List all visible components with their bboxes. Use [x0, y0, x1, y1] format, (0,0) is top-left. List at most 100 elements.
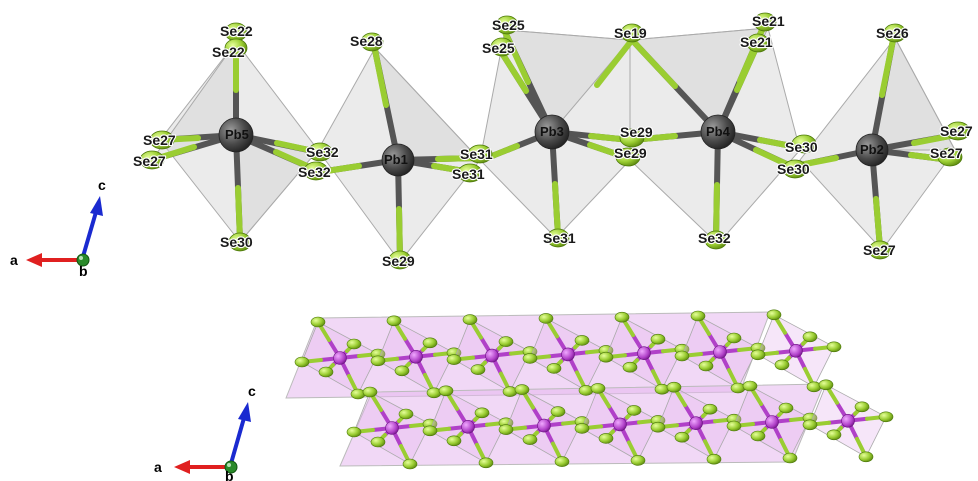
bottom-se-atom [698, 360, 714, 372]
se-atom-se29-a [619, 128, 645, 148]
bottom-se-atom [802, 331, 818, 343]
label-se32-bot: Se32 [698, 230, 731, 246]
bottom-se-atom [470, 364, 486, 375]
bottom-pb-atom [765, 415, 779, 429]
bottom-se-atom [446, 354, 462, 365]
label-pb3: Pb3 [540, 124, 564, 139]
se-atom-se30-b [782, 159, 808, 179]
se-atom-se19 [620, 23, 644, 43]
label-se22-a: Se22 [220, 23, 253, 39]
bottom-se-atom [674, 431, 690, 443]
top-bonds [149, 27, 958, 261]
bottom-se-atom [650, 333, 666, 345]
bottom-se-atom [386, 315, 402, 327]
pb-atom-pb2 [855, 133, 889, 167]
bottom-se-atom [402, 458, 418, 470]
se-atom-se27-r2 [937, 147, 963, 167]
bottom-se-atom [706, 453, 722, 465]
label-se31-a: Se31 [460, 146, 493, 162]
bottom-se-atom [750, 430, 766, 442]
axis-label-a-top: a [10, 252, 18, 268]
bottom-se-atom [446, 435, 462, 447]
se-atom-se26 [883, 23, 907, 43]
bottom-se-atom [654, 383, 670, 395]
bottom-se-atom [294, 356, 310, 368]
se-atom-se27-l1 [149, 130, 175, 150]
bottom-se-atom [362, 386, 378, 398]
pb-atom-pb3 [534, 114, 570, 150]
bottom-se-atom [630, 455, 646, 466]
label-se28: Se28 [350, 33, 383, 49]
se-atom-se27-l2 [139, 150, 165, 170]
bottom-se-atom [426, 387, 442, 399]
bottom-se-atom [574, 335, 590, 346]
label-se25-a: Se25 [492, 17, 525, 33]
bottom-se-atom [774, 359, 790, 371]
label-se29-a: Se29 [620, 124, 653, 140]
bottom-se-atom [502, 386, 518, 397]
bottom-pb-atom [561, 347, 575, 362]
label-se31-b: Se31 [452, 166, 485, 182]
bottom-se-atom [514, 384, 530, 395]
bottom-se-atom [806, 381, 822, 393]
bottom-se-atom [438, 385, 454, 397]
bottom-se-atom [614, 311, 630, 323]
se-atom-se29-bot [388, 250, 412, 270]
label-se27-bot: Se27 [863, 242, 896, 258]
label-se25-b: Se25 [482, 40, 515, 56]
bottom-se-atom [346, 426, 362, 438]
label-se21-a: Se21 [752, 13, 785, 29]
label-pb1: Pb1 [384, 152, 408, 167]
axis-label-a-bottom: a [154, 459, 162, 475]
axes-indicator-bottom: a b c [154, 383, 256, 481]
label-se27-l1: Se27 [143, 132, 176, 148]
label-pb2: Pb2 [860, 142, 884, 157]
bottom-se-atom [730, 382, 746, 394]
top-labels: Se22 Se22 Se28 Se25 Se25 Se19 Se21 Se21 … [132, 12, 974, 270]
bottom-se-atom [522, 353, 538, 364]
bottom-se-atom [702, 403, 718, 415]
se-atom-se31-bot [546, 228, 570, 248]
bottom-se-atom [690, 310, 706, 322]
bottom-se-atom [578, 385, 594, 396]
pb-atom-pb1 [381, 143, 415, 177]
bottom-se-atom [350, 388, 366, 400]
label-se21-b: Se21 [740, 34, 773, 50]
bottom-se-atom [598, 433, 614, 444]
label-se27-r2: Se27 [930, 145, 963, 161]
bottom-se-atom [826, 429, 842, 441]
axis-label-b-top: b [79, 263, 88, 279]
label-se27-r1: Se27 [940, 123, 973, 139]
bottom-se-atom [422, 337, 438, 349]
bottom-se-atom [818, 379, 834, 391]
pb-atom-pb5 [218, 117, 254, 153]
label-se29-bot: Se29 [382, 253, 415, 269]
label-se30-b: Se30 [777, 161, 810, 177]
se-atom-se32-b [303, 161, 329, 181]
bottom-pb-atom [841, 413, 855, 428]
bottom-se-atom [650, 421, 666, 433]
se-atom-se25-a [495, 15, 519, 35]
label-se27-l2: Se27 [133, 153, 166, 169]
axis-label-c-bottom: c [248, 383, 256, 399]
top-structure: Se22 Se22 Se28 Se25 Se25 Se19 Se21 Se21 … [132, 12, 974, 270]
se-atom-se28 [360, 32, 384, 52]
bottom-pb-atom [385, 421, 399, 435]
bottom-se-atom [854, 401, 870, 413]
bottom-se-atom [394, 365, 410, 377]
bottom-pb-atom [789, 343, 803, 358]
bottom-se-atom [370, 436, 386, 448]
se-atom-se32-bot [704, 230, 728, 250]
bottom-se-atom [802, 419, 818, 431]
bottom-se-atom [778, 402, 794, 414]
bottom-pb-atom [637, 346, 651, 361]
bottom-se-atom [346, 338, 362, 350]
axis-label-c-top: c [98, 177, 106, 193]
bottom-se-atom [766, 309, 782, 321]
bottom-se-atom [742, 380, 758, 392]
se-atom-se29-b [615, 147, 641, 167]
pb-atom-pb4 [700, 114, 736, 150]
bottom-se-atom [478, 457, 494, 469]
label-se32-a: Se32 [306, 144, 339, 160]
